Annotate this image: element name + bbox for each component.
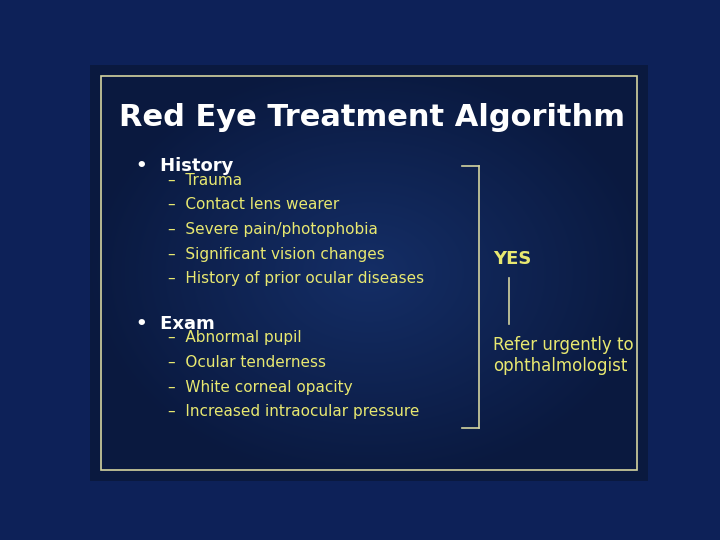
Text: –  Severe pain/photophobia: – Severe pain/photophobia [168, 222, 377, 237]
Text: –  Contact lens wearer: – Contact lens wearer [168, 197, 338, 212]
Text: •  History: • History [137, 157, 234, 175]
Text: YES: YES [493, 250, 531, 268]
Text: –  Ocular tenderness: – Ocular tenderness [168, 355, 325, 370]
Text: –  Trauma: – Trauma [168, 173, 242, 187]
Text: –  Increased intraocular pressure: – Increased intraocular pressure [168, 404, 419, 420]
Text: –  History of prior ocular diseases: – History of prior ocular diseases [168, 271, 423, 286]
Text: –  Abnormal pupil: – Abnormal pupil [168, 330, 301, 346]
Text: •  Exam: • Exam [137, 315, 215, 333]
Text: Red Eye Treatment Algorithm: Red Eye Treatment Algorithm [120, 103, 626, 132]
Text: –  White corneal opacity: – White corneal opacity [168, 380, 352, 395]
Text: Refer urgently to
ophthalmologist: Refer urgently to ophthalmologist [493, 336, 634, 375]
Text: –  Significant vision changes: – Significant vision changes [168, 247, 384, 261]
